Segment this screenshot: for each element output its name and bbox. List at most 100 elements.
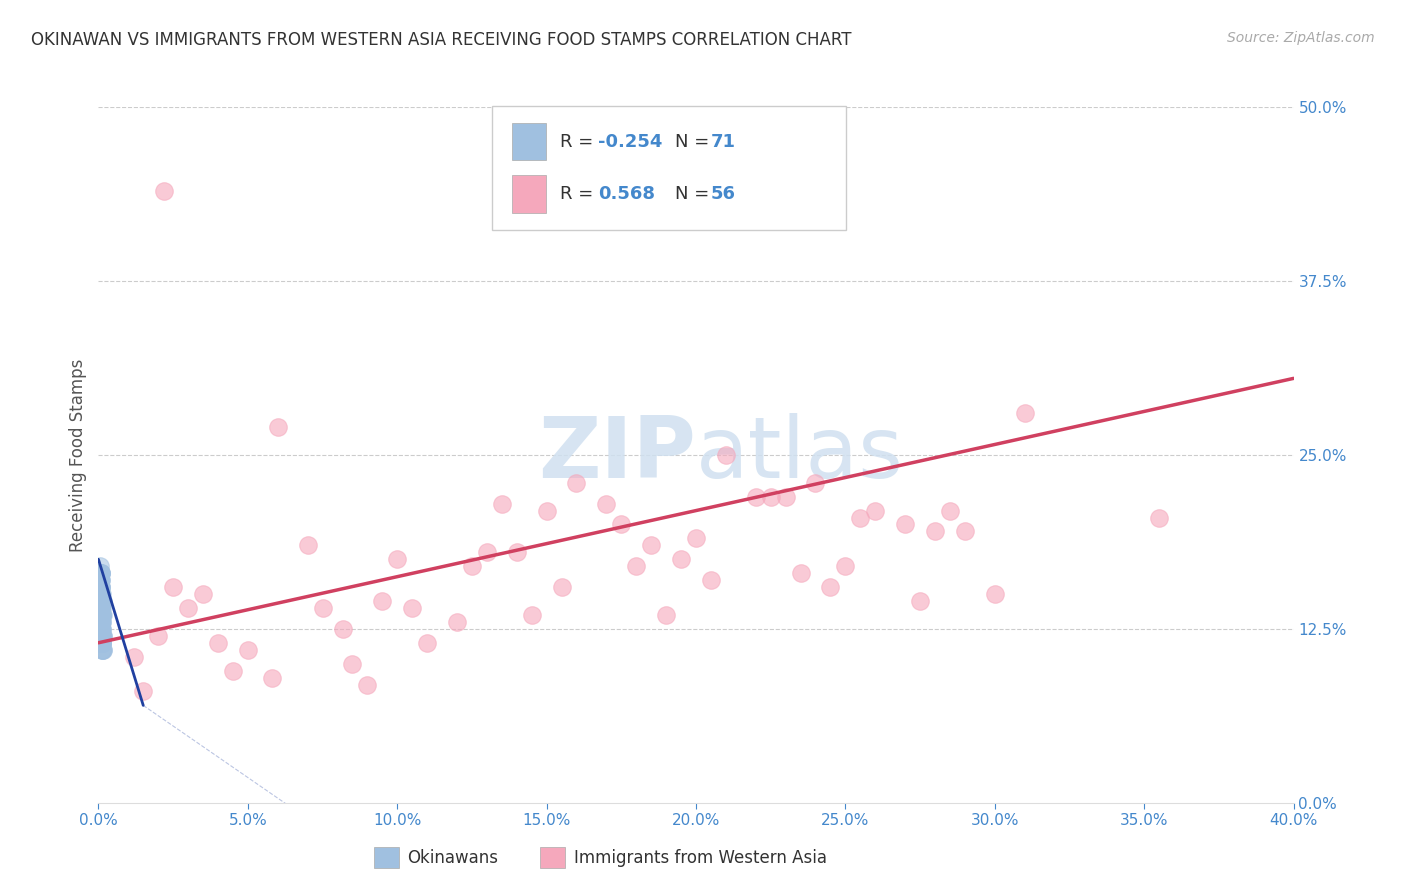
- Point: [89, 594, 111, 608]
- Point: [124, 649, 146, 664]
- Point: [90, 642, 112, 657]
- Point: [939, 503, 962, 517]
- Text: 71: 71: [710, 133, 735, 151]
- Point: [90, 587, 112, 601]
- Point: [90, 636, 112, 650]
- Point: [775, 490, 797, 504]
- Point: [91, 607, 114, 622]
- Point: [610, 517, 633, 532]
- Point: [90, 587, 112, 601]
- Point: [669, 552, 692, 566]
- Point: [89, 566, 111, 581]
- Point: [89, 573, 111, 587]
- Point: [89, 594, 111, 608]
- Point: [849, 510, 872, 524]
- Point: [297, 538, 319, 552]
- Point: [89, 594, 111, 608]
- Point: [700, 573, 723, 587]
- Point: [356, 677, 378, 691]
- Point: [91, 636, 114, 650]
- Point: [90, 601, 112, 615]
- Point: [91, 607, 114, 622]
- Point: [595, 497, 617, 511]
- Point: [984, 587, 1007, 601]
- Point: [89, 601, 111, 615]
- Point: [371, 594, 394, 608]
- Point: [550, 580, 572, 594]
- Point: [89, 566, 111, 581]
- Point: [924, 524, 946, 539]
- Point: [191, 587, 214, 601]
- Point: [89, 607, 111, 622]
- Point: [89, 573, 111, 587]
- Point: [90, 629, 112, 643]
- Text: ZIP: ZIP: [538, 413, 696, 497]
- Text: 56: 56: [710, 186, 735, 203]
- Text: N =: N =: [675, 186, 716, 203]
- Point: [90, 580, 112, 594]
- Point: [91, 629, 114, 643]
- Point: [90, 607, 112, 622]
- Point: [446, 615, 468, 629]
- Point: [90, 594, 112, 608]
- Point: [90, 615, 112, 629]
- Point: [90, 615, 112, 629]
- Point: [91, 594, 114, 608]
- Point: [1147, 510, 1170, 524]
- Point: [89, 566, 111, 581]
- Point: [804, 475, 827, 490]
- Point: [565, 475, 588, 490]
- Text: N =: N =: [675, 133, 716, 151]
- Point: [90, 601, 112, 615]
- Point: [89, 580, 111, 594]
- Point: [89, 573, 111, 587]
- Point: [759, 490, 782, 504]
- Text: Source: ZipAtlas.com: Source: ZipAtlas.com: [1227, 31, 1375, 45]
- Point: [714, 448, 737, 462]
- Point: [953, 524, 976, 539]
- Point: [865, 503, 887, 517]
- Point: [401, 601, 423, 615]
- Point: [91, 622, 114, 636]
- Text: 0.568: 0.568: [598, 186, 655, 203]
- Point: [311, 601, 333, 615]
- Text: OKINAWAN VS IMMIGRANTS FROM WESTERN ASIA RECEIVING FOOD STAMPS CORRELATION CHART: OKINAWAN VS IMMIGRANTS FROM WESTERN ASIA…: [31, 31, 852, 49]
- Point: [91, 636, 114, 650]
- Text: atlas: atlas: [696, 413, 904, 497]
- Text: R =: R =: [560, 186, 605, 203]
- Point: [267, 420, 290, 434]
- Point: [91, 629, 114, 643]
- Point: [90, 601, 112, 615]
- Point: [177, 601, 200, 615]
- Point: [416, 636, 439, 650]
- Point: [89, 587, 111, 601]
- Point: [89, 601, 111, 615]
- Point: [536, 503, 558, 517]
- Point: [89, 587, 111, 601]
- Point: [655, 607, 678, 622]
- Point: [834, 559, 856, 574]
- Point: [908, 594, 931, 608]
- Point: [89, 636, 111, 650]
- Point: [162, 580, 184, 594]
- Point: [89, 566, 111, 581]
- Point: [640, 538, 662, 552]
- Point: [745, 490, 768, 504]
- Point: [132, 684, 155, 698]
- Point: [520, 607, 543, 622]
- Point: [894, 517, 917, 532]
- Point: [90, 615, 112, 629]
- Point: [260, 671, 283, 685]
- Legend: Okinawans, Immigrants from Western Asia: Okinawans, Immigrants from Western Asia: [367, 841, 834, 874]
- Point: [90, 587, 112, 601]
- Point: [91, 642, 114, 657]
- Point: [91, 622, 114, 636]
- Point: [90, 615, 112, 629]
- Point: [89, 559, 111, 574]
- Point: [90, 622, 112, 636]
- Point: [207, 636, 229, 650]
- Point: [91, 607, 114, 622]
- Point: [89, 580, 111, 594]
- Point: [90, 615, 112, 629]
- Point: [461, 559, 484, 574]
